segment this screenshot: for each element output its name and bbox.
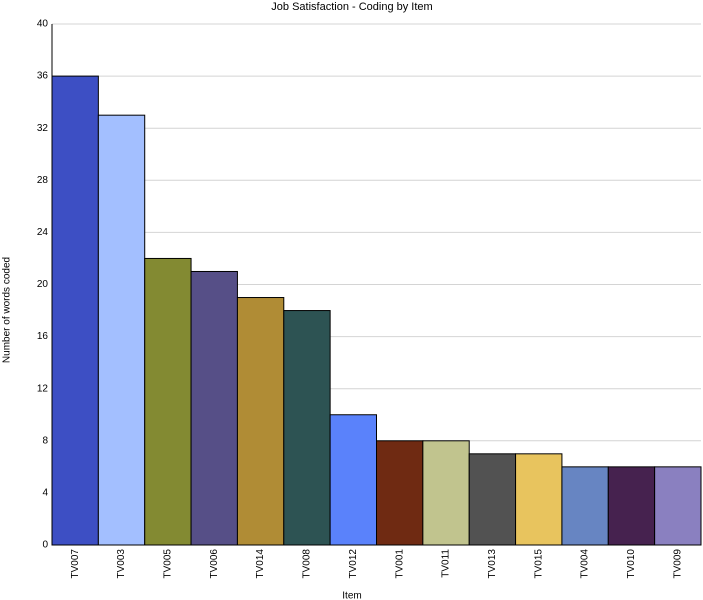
y-tick-label: 16 (37, 331, 49, 342)
y-tick-label: 32 (37, 123, 49, 134)
x-tick-label: TV008 (302, 549, 313, 579)
y-tick-label: 12 (37, 383, 49, 394)
y-tick-label: 24 (37, 227, 49, 238)
x-tick-label: TV006 (209, 549, 220, 579)
bar (561, 466, 609, 546)
bar (144, 257, 192, 546)
bar (654, 466, 702, 546)
x-tick-label: TV007 (70, 549, 81, 579)
x-tick-label: TV013 (487, 549, 498, 579)
y-tick-label: 36 (37, 71, 49, 82)
y-axis-label: Number of words coded (2, 257, 13, 363)
bar (283, 310, 331, 546)
bar (51, 75, 99, 546)
x-tick-label: TV004 (580, 549, 591, 579)
x-tick-label: TV009 (672, 549, 683, 579)
y-tick-label: 28 (37, 175, 49, 186)
y-tick-label: 0 (42, 540, 48, 551)
y-tick-label: 40 (37, 19, 49, 30)
x-tick-label: TV001 (394, 549, 405, 579)
bar (376, 440, 424, 546)
bar (236, 297, 285, 546)
x-tick-label: TV010 (626, 549, 637, 579)
x-tick-label: TV015 (533, 549, 544, 579)
bar (468, 453, 517, 546)
x-axis-label: Item (342, 591, 361, 600)
bar (422, 440, 470, 546)
bar (515, 453, 563, 546)
y-tick-label: 4 (42, 488, 48, 499)
y-tick-label: 8 (42, 435, 48, 446)
bar (190, 270, 238, 546)
x-tick-label: TV003 (116, 549, 127, 579)
x-tick-label: TV005 (163, 549, 174, 579)
x-tick-label: TV012 (348, 549, 359, 579)
bar (607, 466, 656, 546)
x-tick-label: TV014 (255, 549, 266, 579)
bar (97, 114, 146, 546)
chart-title: Job Satisfaction - Coding by Item (271, 1, 432, 13)
x-tick-label: TV011 (441, 549, 452, 578)
y-tick-label: 20 (37, 279, 49, 290)
bar (329, 414, 377, 546)
